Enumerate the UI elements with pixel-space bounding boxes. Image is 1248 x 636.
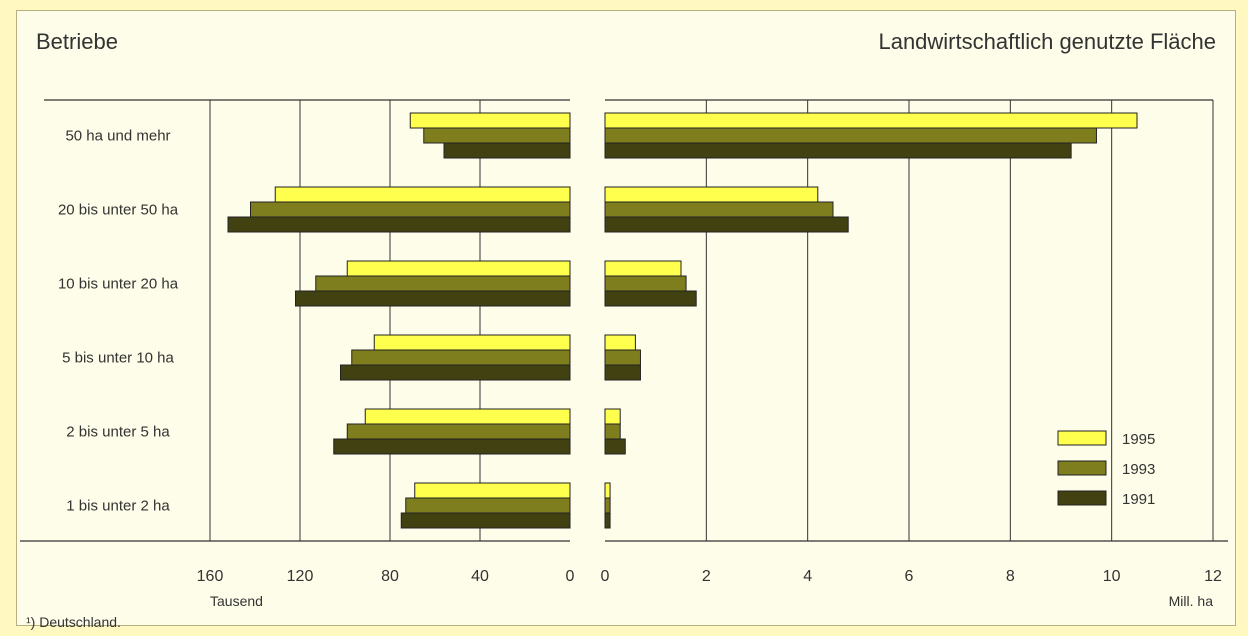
right-grid [605, 99, 1228, 542]
right-bar-1995 [604, 334, 636, 351]
left-bar-1991 [333, 438, 571, 455]
right-bar-1991 [604, 438, 626, 455]
right-bar-1995 [604, 186, 819, 203]
right-bar-1993 [604, 349, 641, 366]
right-bar-1991 [604, 290, 697, 307]
left-bar-1991 [340, 364, 571, 381]
right-bar-1993 [604, 423, 621, 440]
left-bar-1995 [364, 408, 571, 425]
right-bars [604, 112, 1138, 529]
left-bar-1995 [274, 186, 571, 203]
left-tick-labels: 160 120 80 40 0 [197, 568, 575, 585]
category-label: 5 bis unter 10 ha [62, 350, 174, 367]
left-chart-title: Betriebe [36, 29, 118, 54]
legend-label-1991: 1991 [1122, 491, 1155, 508]
left-bar-1993 [250, 201, 571, 218]
right-tick-label: 6 [905, 568, 914, 585]
left-bar-1991 [400, 512, 571, 529]
legend-label-1995: 1995 [1122, 431, 1155, 448]
category-label: 2 bis unter 5 ha [66, 424, 170, 441]
right-bar-1993 [604, 127, 1097, 144]
left-unit-label: Tausend [210, 593, 263, 609]
left-bar-1995 [409, 112, 571, 129]
right-bar-1995 [604, 112, 1138, 129]
left-bar-1991 [227, 216, 571, 233]
right-chart-title: Landwirtschaftlich genutzte Fläche [878, 29, 1216, 54]
left-bar-1991 [443, 142, 571, 159]
category-label: 10 bis unter 20 ha [58, 276, 179, 293]
left-bar-1993 [405, 497, 571, 514]
footnote: ¹) Deutschland. [26, 614, 121, 630]
left-tick-label: 120 [287, 568, 314, 585]
left-bar-1995 [373, 334, 571, 351]
right-bar-1991 [604, 216, 849, 233]
left-bar-1993 [346, 423, 571, 440]
left-grid [20, 99, 570, 542]
right-bar-1991 [604, 364, 641, 381]
right-tick-label: 12 [1204, 568, 1222, 585]
right-tick-label: 0 [601, 568, 610, 585]
left-bars [227, 112, 571, 529]
right-tick-labels: 0 2 4 6 8 10 12 [601, 568, 1222, 585]
category-label: 50 ha und mehr [65, 128, 170, 145]
right-bar-1993 [604, 201, 834, 218]
right-unit-label: Mill. ha [1169, 593, 1214, 609]
left-bar-1993 [315, 275, 571, 292]
left-bar-1993 [423, 127, 571, 144]
right-tick-label: 4 [803, 568, 812, 585]
right-bar-1995 [604, 482, 611, 499]
right-bar-1995 [604, 260, 682, 277]
legend-swatch-1993 [1057, 460, 1107, 476]
left-bar-1995 [414, 482, 571, 499]
legend-label-1993: 1993 [1122, 461, 1155, 478]
right-bar-1991 [604, 142, 1072, 159]
left-tick-label: 80 [381, 568, 399, 585]
left-bar-1993 [351, 349, 571, 366]
legend-swatch-1995 [1057, 430, 1107, 446]
right-tick-label: 2 [702, 568, 711, 585]
right-tick-label: 10 [1103, 568, 1121, 585]
right-tick-label: 8 [1006, 568, 1015, 585]
legend: 1995 1993 1991 [1057, 430, 1155, 508]
left-tick-label: 40 [471, 568, 489, 585]
right-bar-1995 [604, 408, 621, 425]
left-bar-1991 [295, 290, 571, 307]
left-tick-label: 160 [197, 568, 224, 585]
left-tick-label: 0 [566, 568, 575, 585]
right-bar-1993 [604, 275, 687, 292]
category-labels: 50 ha und mehr 20 bis unter 50 ha 10 bis u… [58, 128, 179, 515]
legend-swatch-1991 [1057, 490, 1107, 506]
category-label: 1 bis unter 2 ha [66, 498, 170, 515]
right-bar-1993 [604, 497, 611, 514]
left-bar-1995 [346, 260, 571, 277]
category-label: 20 bis unter 50 ha [58, 202, 179, 219]
right-bar-1991 [604, 512, 611, 529]
